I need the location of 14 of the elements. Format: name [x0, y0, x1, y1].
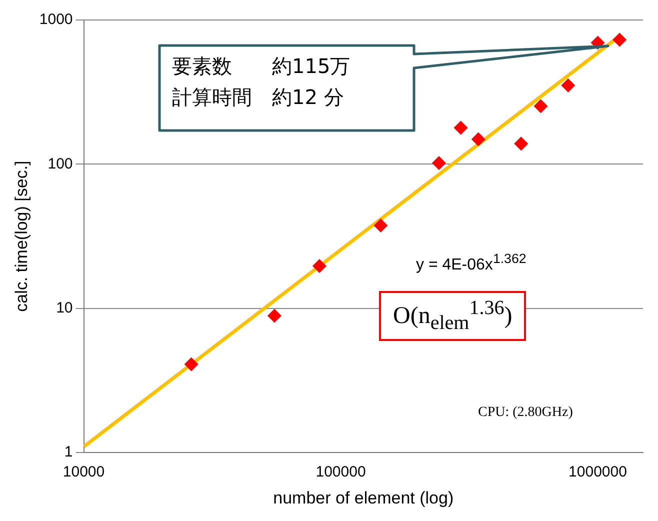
y-tick-label: 1 — [64, 444, 73, 461]
annotation: CPU: (2.80GHz) — [478, 405, 573, 421]
y-tick-label: 100 — [48, 155, 73, 172]
x-tick-label: 10000 — [62, 464, 105, 481]
annotation: O(n$_{elem}$$^{1.36}$) — [379, 291, 526, 341]
y-tick-label: 1000 — [39, 11, 73, 28]
annotation: 計算時間 約12 分 — [172, 84, 344, 111]
x-tick-label: 100000 — [316, 464, 366, 481]
x-tick-label: 1000000 — [568, 464, 627, 481]
annotation: 要素数 約115万 — [172, 53, 350, 80]
x-axis-title: number of element (log) — [273, 488, 454, 508]
y-axis-title: calc. time(log) [sec.] — [12, 160, 31, 312]
annotation: y = 4E-06x$^{1.362}$ — [416, 251, 526, 274]
y-tick-label: 10 — [56, 300, 73, 317]
